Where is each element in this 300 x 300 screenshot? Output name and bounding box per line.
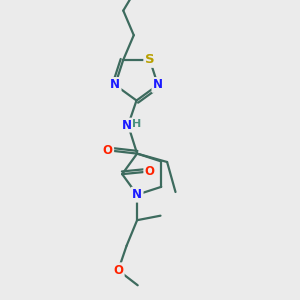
Text: N: N <box>132 188 142 201</box>
Text: S: S <box>145 53 154 66</box>
Text: H: H <box>132 119 141 129</box>
Text: N: N <box>153 79 163 92</box>
Text: O: O <box>113 264 123 277</box>
Text: N: N <box>122 118 132 132</box>
Text: O: O <box>145 165 155 178</box>
Text: N: N <box>110 79 120 92</box>
Text: O: O <box>103 144 113 157</box>
